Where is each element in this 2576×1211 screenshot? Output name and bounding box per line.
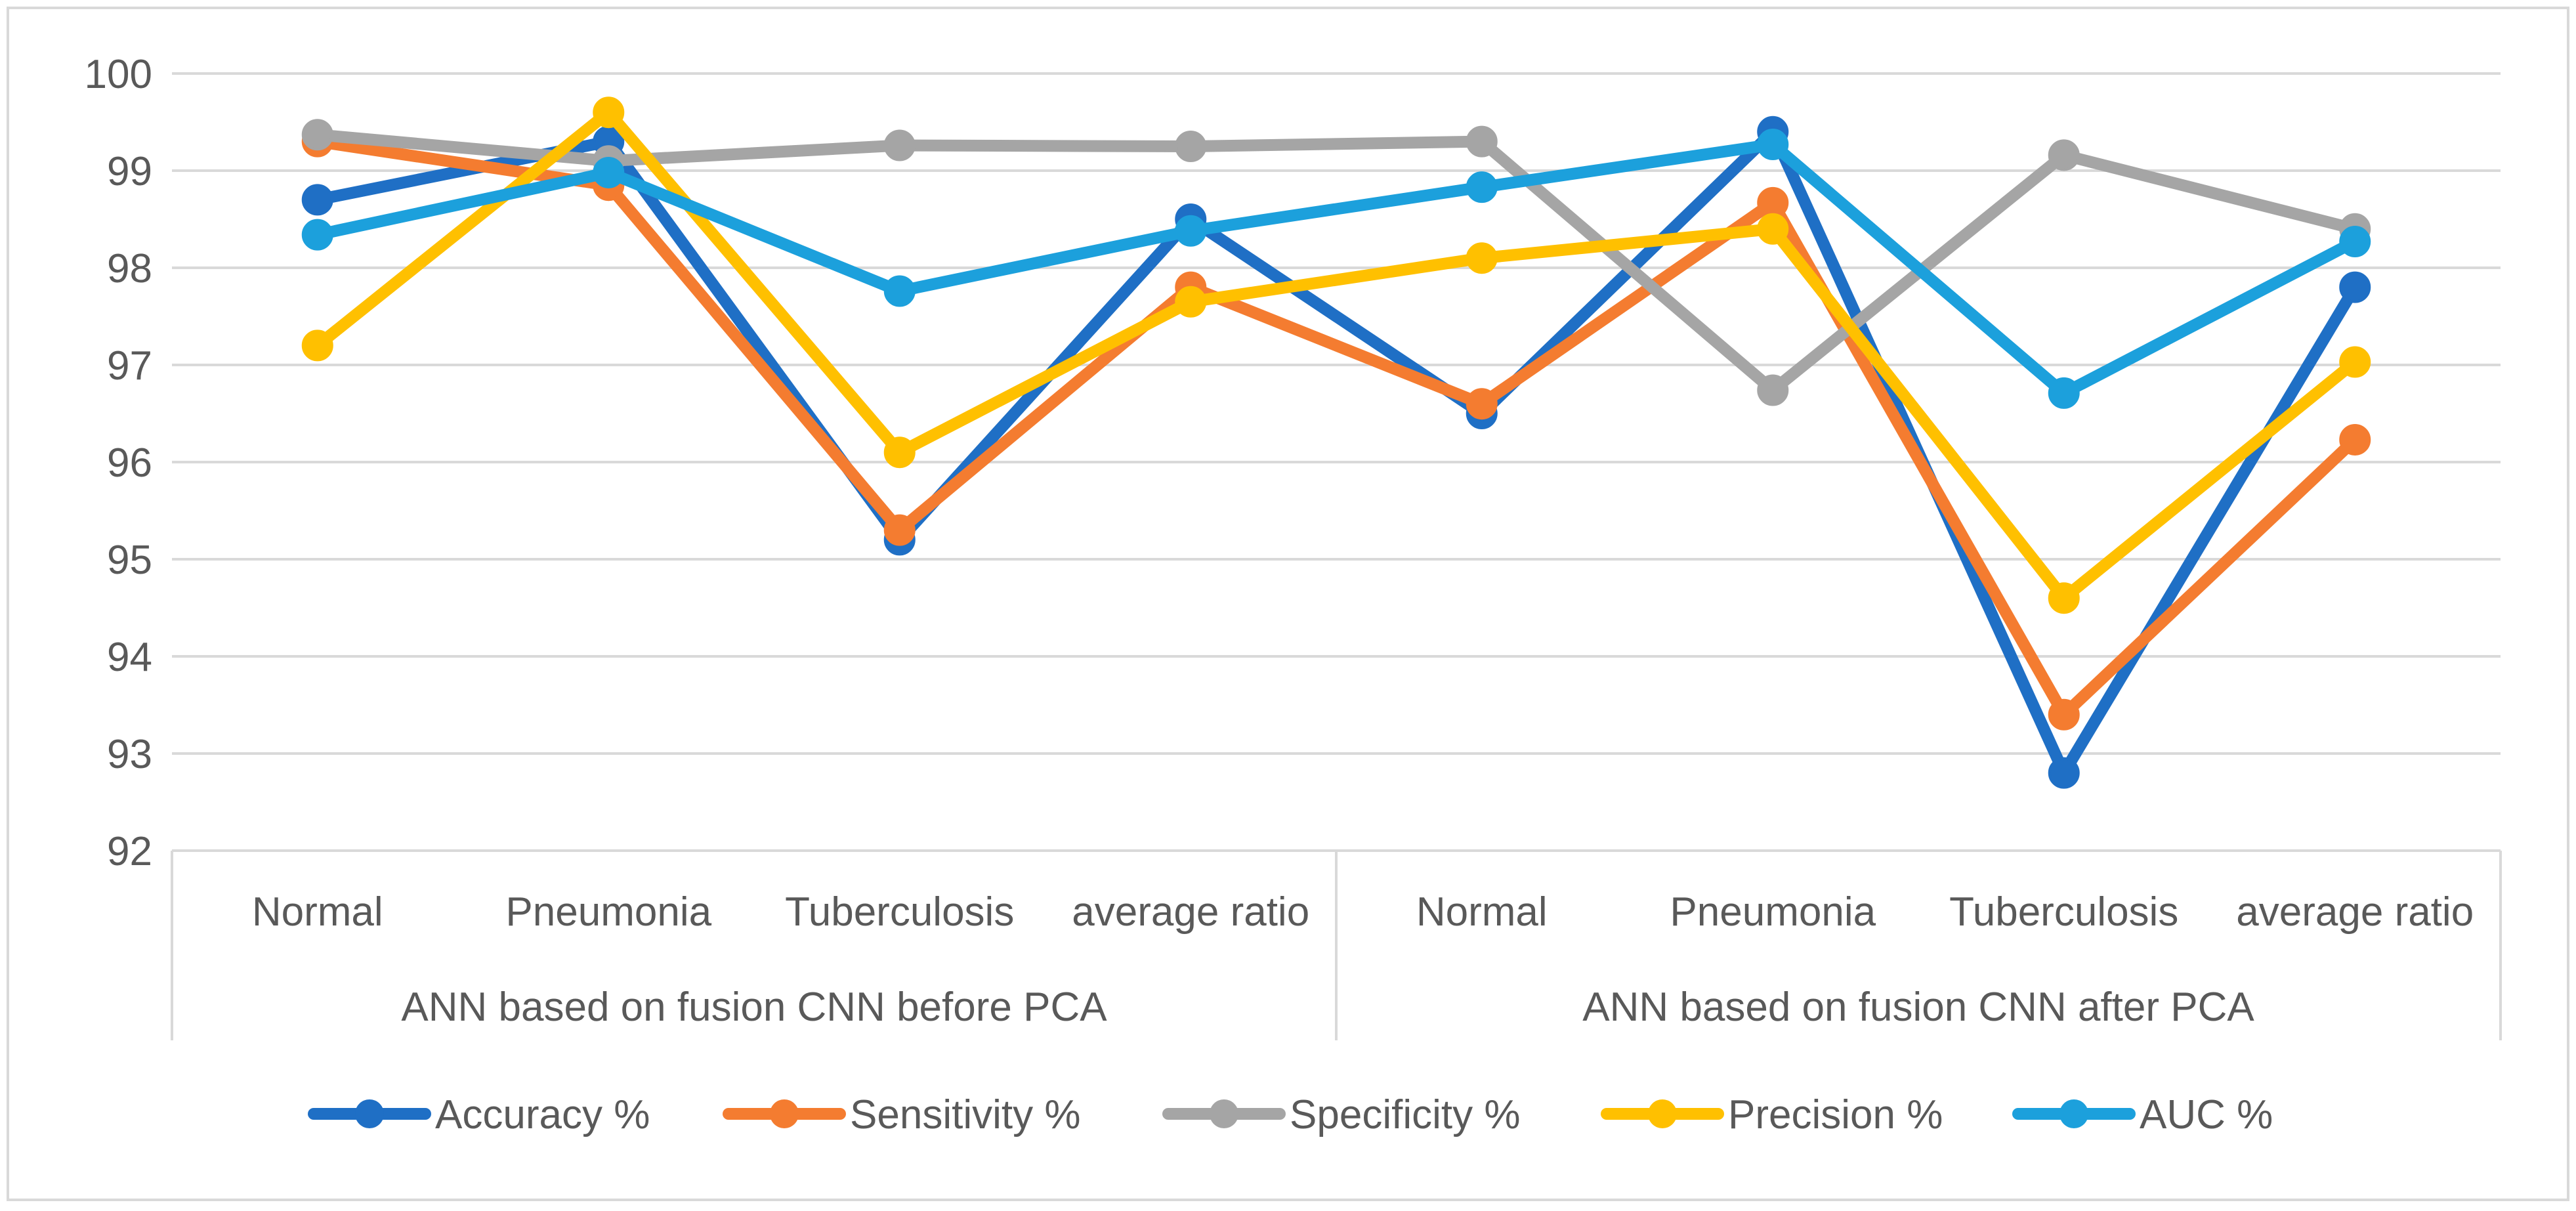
- data-point: [1175, 131, 1207, 162]
- legend-swatch-marker: [1210, 1099, 1238, 1128]
- x-category-label: Pneumonia: [1670, 889, 1876, 935]
- legend-label: AUC %: [2140, 1092, 2273, 1137]
- legend-swatch-marker: [1648, 1099, 1677, 1128]
- series-line: [311, 125, 2361, 779]
- data-point: [2048, 377, 2080, 409]
- data-point: [593, 96, 625, 129]
- x-category-label: Pneumonia: [505, 889, 711, 935]
- data-point: [1175, 215, 1207, 247]
- data-point: [2048, 757, 2080, 789]
- data-point: [301, 329, 333, 362]
- legend-label: Sensitivity %: [850, 1092, 1080, 1137]
- x-group-label: ANN based on fusion CNN before PCA: [401, 985, 1107, 1030]
- y-tick-label: 97: [107, 343, 152, 389]
- data-point: [2339, 346, 2371, 378]
- series-line: [311, 129, 2361, 396]
- data-point: [593, 156, 625, 188]
- y-tick-label: 95: [107, 538, 152, 583]
- data-point: [301, 219, 333, 251]
- data-point: [2339, 226, 2371, 258]
- data-point: [883, 275, 916, 307]
- data-point: [1757, 129, 1789, 161]
- data-point: [1757, 186, 1789, 219]
- data-point: [1175, 286, 1207, 318]
- data-point: [2339, 271, 2371, 303]
- legend-label: Specificity %: [1290, 1092, 1520, 1137]
- x-category-label: average ratio: [1072, 889, 1309, 935]
- data-point: [2339, 423, 2371, 456]
- legend-label: Accuracy %: [435, 1092, 650, 1137]
- data-point: [301, 184, 333, 216]
- data-point: [883, 514, 916, 546]
- x-category-label: average ratio: [2236, 889, 2474, 935]
- data-point: [1757, 374, 1789, 406]
- x-category-label: Tuberculosis: [1949, 889, 2178, 935]
- x-category-label: Tuberculosis: [785, 889, 1014, 935]
- y-tick-label: 98: [107, 246, 152, 291]
- y-tick-label: 92: [107, 829, 152, 874]
- data-point: [883, 129, 916, 161]
- series-line: [311, 106, 2361, 605]
- data-point: [1466, 388, 1498, 420]
- data-point: [301, 119, 333, 151]
- y-tick-label: 99: [107, 149, 152, 194]
- x-category-label: Normal: [252, 889, 383, 935]
- y-tick-label: 100: [85, 52, 152, 97]
- legend-swatch-marker: [2059, 1099, 2088, 1128]
- data-point: [2048, 698, 2080, 731]
- y-tick-label: 96: [107, 440, 152, 486]
- series-line: [311, 135, 2361, 721]
- data-point: [883, 436, 916, 469]
- y-tick-label: 93: [107, 732, 152, 777]
- data-point: [1757, 213, 1789, 245]
- x-group-label: ANN based on fusion CNN after PCA: [1582, 985, 2254, 1030]
- data-point: [1466, 171, 1498, 203]
- data-point: [1466, 125, 1498, 158]
- y-tick-label: 94: [107, 635, 152, 680]
- data-point: [2048, 582, 2080, 614]
- x-category-label: Normal: [1416, 889, 1548, 935]
- legend-swatch-marker: [770, 1099, 799, 1128]
- data-point: [2048, 139, 2080, 171]
- data-point: [1466, 242, 1498, 274]
- series-line: [311, 138, 2361, 399]
- legend-label: Precision %: [1728, 1092, 1943, 1137]
- legend-swatch-marker: [355, 1099, 384, 1128]
